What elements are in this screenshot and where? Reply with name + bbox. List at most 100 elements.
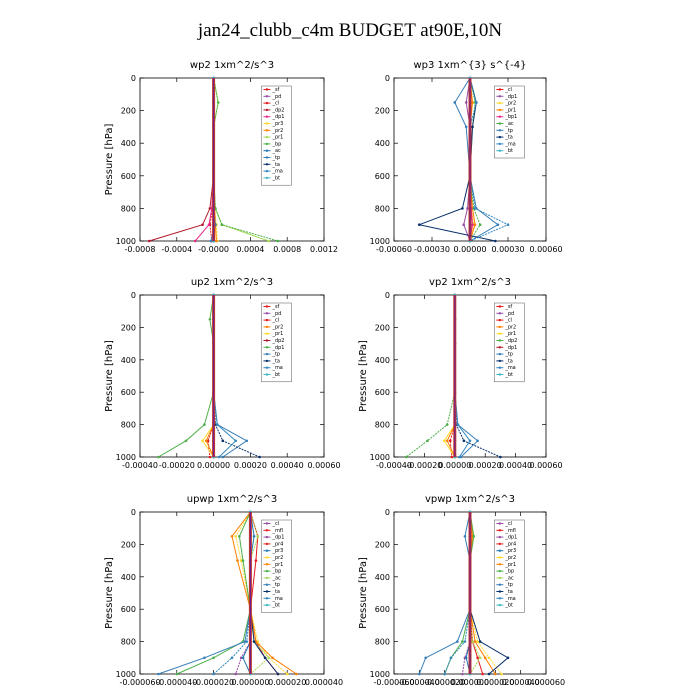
page-title: jan24_clubb_c4m BUDGET at90E,10N [197, 20, 503, 41]
legend-label: _sf [504, 304, 512, 310]
legend-label: _ta [504, 358, 513, 364]
series-point [216, 101, 220, 104]
series-point [487, 656, 491, 660]
legend-label: _bp1 [504, 114, 517, 120]
legend-marker [265, 305, 269, 308]
series-line [454, 295, 479, 458]
legend-marker [265, 108, 269, 112]
legend-marker [265, 563, 269, 566]
series-point [506, 656, 510, 660]
x-tick-label: 0.000000 [451, 678, 489, 687]
legend-marker [265, 597, 269, 600]
series-point [462, 223, 465, 226]
series-point [239, 656, 243, 660]
legend-marker [265, 176, 269, 180]
x-tick-label: 0.000040 [502, 678, 540, 687]
y-tick-label: 800 [375, 421, 390, 430]
legend-label: _ma [271, 596, 282, 602]
legend-label: _dp2 [271, 338, 284, 344]
legend-label: _bt [271, 603, 280, 609]
series-point [487, 672, 491, 676]
legend-label: _dp1 [271, 114, 284, 120]
legend-box [261, 519, 292, 613]
series-point [476, 640, 479, 643]
series-point [478, 223, 482, 226]
series-point [418, 672, 421, 676]
series-point [404, 455, 408, 459]
legend-marker [498, 556, 502, 559]
legend-label: _pr1 [271, 331, 283, 337]
series-line [201, 295, 215, 458]
series-point [203, 656, 206, 660]
legend-marker [265, 359, 269, 363]
series-point [494, 239, 497, 243]
legend-label: _bt [504, 148, 513, 154]
legend-label: _pr2 [271, 555, 283, 561]
series-point [234, 535, 237, 538]
legend-marker [265, 569, 269, 573]
chart-title: wp3 1xm^{3} s^{-4} [413, 60, 526, 71]
series-point [252, 535, 256, 538]
legend-label: _cl [504, 318, 512, 324]
legend-label: _pd [504, 311, 514, 317]
y-tick-label: 600 [375, 605, 390, 614]
x-tick-label: 0.00060 [307, 461, 340, 470]
legend-marker [265, 129, 269, 132]
series-line [443, 295, 456, 458]
series-point [471, 101, 474, 104]
legend-marker [265, 169, 269, 173]
series-point [201, 439, 204, 443]
series-point [496, 223, 500, 226]
series-point [475, 101, 478, 104]
series-point [271, 656, 274, 660]
x-tick-label: -0.00040 [376, 461, 412, 470]
series-point [494, 672, 497, 676]
series-point [256, 535, 260, 538]
series-point [217, 455, 221, 459]
series-point [243, 640, 247, 643]
y-tick-label: 400 [375, 573, 390, 582]
series-point [241, 656, 245, 660]
x-tick-label: 0.00000 [453, 245, 486, 254]
series-point [473, 640, 477, 643]
legend-label: _bp [271, 569, 281, 575]
y-tick-label: 600 [375, 172, 390, 181]
series-point [464, 101, 468, 104]
series-point [234, 672, 237, 676]
y-tick-label: 200 [375, 107, 390, 116]
series-point [230, 535, 234, 538]
series-point [193, 239, 197, 243]
y-tick-label: 400 [121, 356, 136, 365]
series-point [263, 656, 267, 660]
series-point [241, 559, 245, 562]
legend-marker [498, 590, 502, 593]
series-point [461, 672, 464, 676]
y-tick-label: 0 [385, 508, 390, 517]
legend-marker [498, 149, 502, 152]
series-line [454, 295, 501, 458]
series-point [499, 455, 502, 459]
x-tick-label: 0.000020 [476, 678, 514, 687]
legend-marker [498, 373, 502, 376]
legend-label: _dp1 [504, 345, 517, 351]
legend-label: _dp2 [504, 338, 517, 344]
series-point [209, 239, 213, 243]
legend-marker [498, 597, 502, 600]
legend-marker [265, 332, 269, 335]
legend-marker [265, 535, 269, 539]
x-tick-label: -0.000040 [399, 678, 440, 687]
legend-label: _dp2 [271, 107, 284, 113]
legend-marker [498, 101, 502, 105]
legend-label: _tp [271, 155, 280, 161]
legend-marker [265, 163, 269, 166]
legend-label: _pr2 [271, 324, 283, 330]
series-point [448, 439, 452, 443]
legend-label: _tp [504, 582, 513, 588]
legend-marker [498, 529, 502, 532]
series-point [204, 439, 208, 443]
y-tick-label: 200 [121, 107, 136, 116]
series-point [201, 223, 204, 226]
plot-frame [393, 294, 547, 458]
legend-marker [265, 156, 269, 159]
series-point [207, 223, 211, 226]
